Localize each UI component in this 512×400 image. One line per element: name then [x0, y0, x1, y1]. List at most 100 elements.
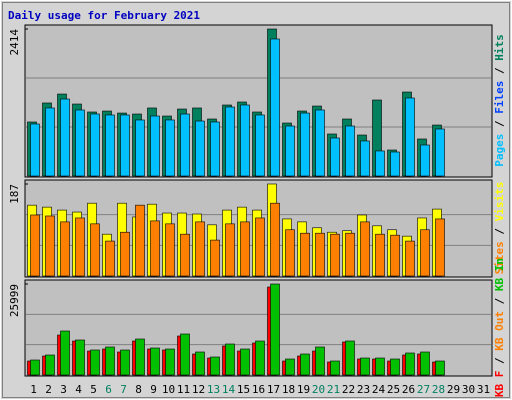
bar	[30, 359, 40, 376]
x-tick-label: 30	[462, 383, 475, 396]
bar	[435, 128, 445, 177]
bar	[225, 223, 235, 277]
x-tick-label: 23	[357, 383, 370, 396]
bar	[225, 106, 235, 177]
bar	[300, 353, 310, 376]
bar	[195, 351, 205, 376]
bar	[390, 234, 400, 277]
bar	[330, 233, 340, 277]
x-tick-label: 12	[192, 383, 205, 396]
bar	[315, 232, 325, 277]
x-tick-label: 24	[372, 383, 386, 396]
legend-entry: /	[493, 291, 506, 311]
bar	[150, 347, 160, 376]
legend-entry: /	[493, 351, 506, 371]
x-tick-label: 26	[402, 383, 415, 396]
bar	[75, 339, 85, 376]
bar	[165, 348, 175, 376]
bar	[360, 221, 370, 277]
legend-label: KB F / KB Out / KB In	[493, 258, 506, 397]
x-tick-label: 5	[90, 383, 97, 396]
x-tick-label: 7	[120, 383, 127, 396]
x-tick-label: 18	[282, 383, 295, 396]
x-tick-label: 10	[162, 383, 175, 396]
bar	[30, 123, 40, 177]
bar	[180, 113, 190, 177]
bar	[225, 343, 235, 376]
bar	[240, 348, 250, 376]
bar	[390, 358, 400, 376]
bar	[195, 221, 205, 277]
bar	[120, 231, 130, 277]
bar	[255, 114, 265, 177]
bar	[285, 125, 295, 177]
bar	[210, 121, 220, 177]
bar	[30, 214, 40, 277]
legend-entry: KB In	[493, 258, 506, 291]
y-tick-label: 25999	[8, 284, 21, 317]
bar	[375, 233, 385, 277]
bar	[240, 104, 250, 177]
bar	[390, 151, 400, 177]
legend-entry: /	[493, 114, 506, 134]
bar	[405, 240, 415, 277]
x-tick-label: 28	[432, 383, 445, 396]
legend-entry: KB Out	[493, 311, 506, 351]
x-tick-label: 1	[30, 383, 37, 396]
x-tick-label: 3	[60, 383, 67, 396]
bar	[210, 356, 220, 376]
bar	[345, 125, 355, 177]
bar	[75, 109, 85, 177]
bar	[420, 229, 430, 277]
legend-label: Sites / Visits	[493, 182, 506, 275]
bar	[60, 330, 70, 376]
bar	[105, 240, 115, 277]
legend-entry: Pages	[493, 134, 506, 167]
bar	[120, 114, 130, 177]
bar	[285, 358, 295, 376]
bar	[195, 120, 205, 177]
bar	[330, 360, 340, 376]
legend-entry: /	[493, 221, 506, 241]
x-tick-label: 14	[222, 383, 236, 396]
bar	[90, 223, 100, 277]
bar	[300, 112, 310, 177]
y-tick-label: 2414	[8, 29, 21, 56]
legend-label: Pages / Files / Hits	[493, 34, 506, 167]
bar	[240, 221, 250, 277]
bar	[165, 119, 175, 177]
bar	[135, 119, 145, 177]
bar	[420, 351, 430, 376]
x-tick-label: 31	[477, 383, 490, 396]
x-tick-label: 13	[207, 383, 220, 396]
x-tick-label: 22	[342, 383, 355, 396]
bar	[135, 338, 145, 376]
bar	[120, 349, 130, 376]
bar	[105, 346, 115, 376]
bar	[60, 221, 70, 277]
bar	[255, 217, 265, 277]
x-tick-label: 20	[312, 383, 325, 396]
bar	[360, 140, 370, 177]
legend-entry: /	[493, 61, 506, 81]
bar	[405, 352, 415, 376]
bar	[315, 346, 325, 376]
bar	[75, 217, 85, 277]
x-tick-label: 9	[150, 383, 157, 396]
x-tick-label: 19	[297, 383, 310, 396]
bar	[150, 115, 160, 177]
x-tick-label: 2	[45, 383, 52, 396]
x-tick-label: 29	[447, 383, 460, 396]
legend-entry: Hits	[493, 34, 506, 61]
x-tick-label: 16	[252, 383, 265, 396]
bar	[150, 220, 160, 277]
bar	[210, 239, 220, 277]
bar	[435, 360, 445, 376]
bar	[45, 354, 55, 376]
bar	[45, 215, 55, 277]
bar	[300, 232, 310, 277]
bar	[180, 333, 190, 376]
x-tick-label: 11	[177, 383, 190, 396]
